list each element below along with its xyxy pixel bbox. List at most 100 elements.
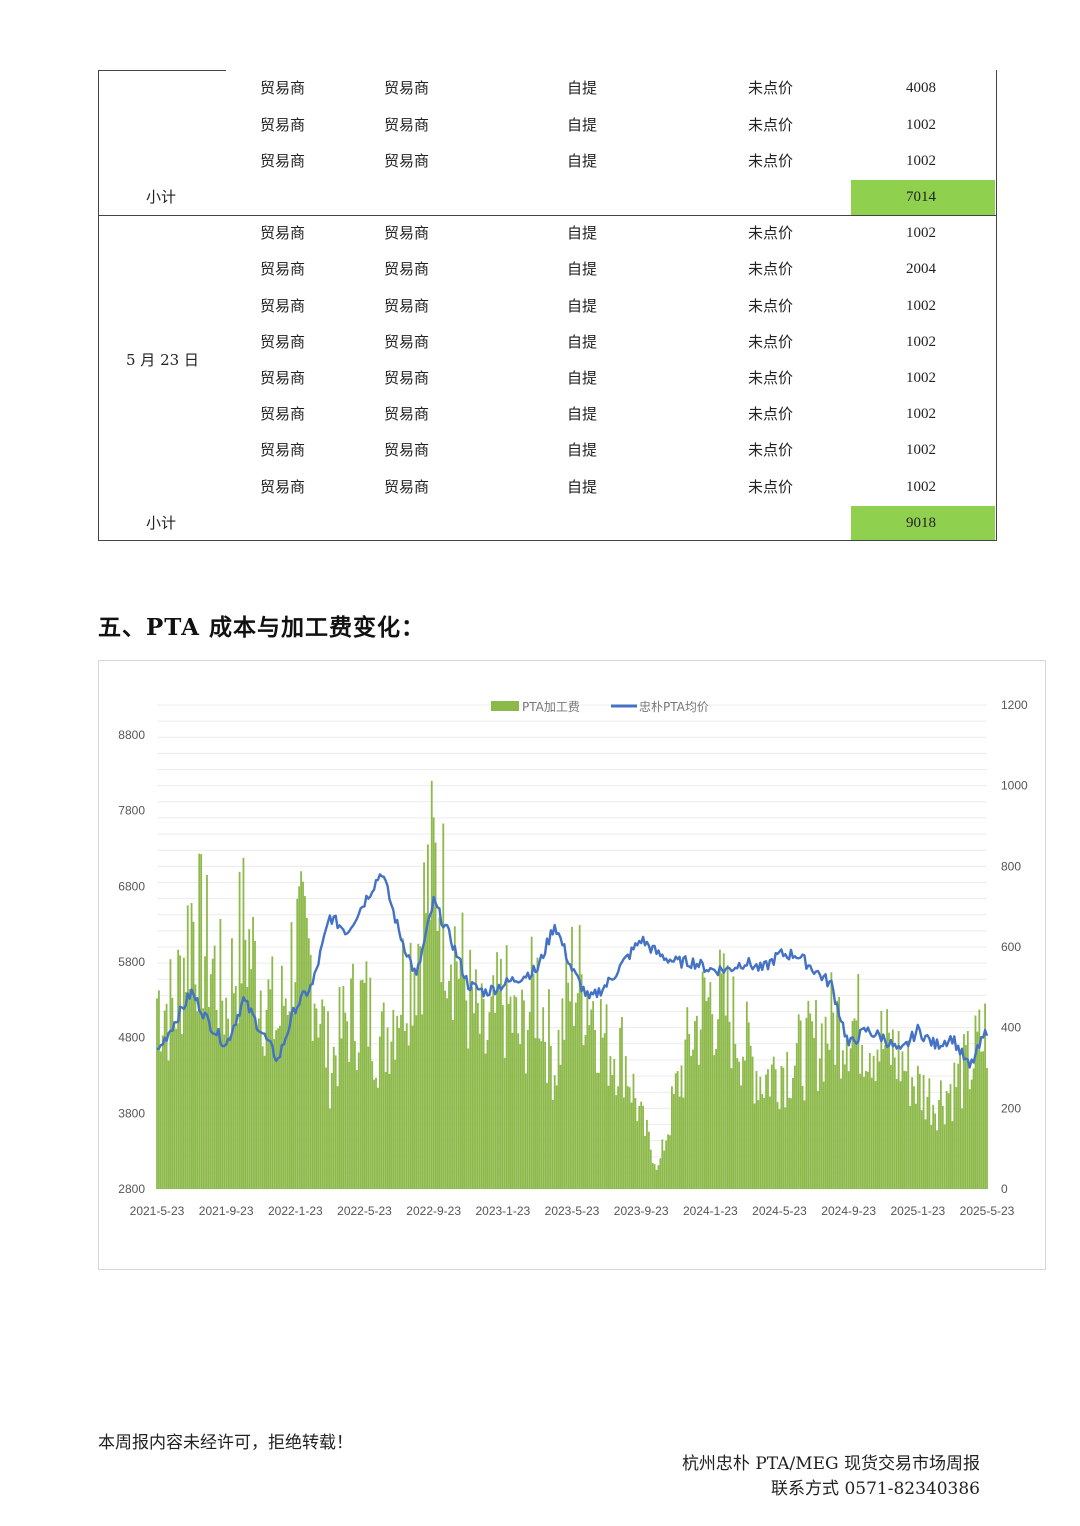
fee-bar [886,1009,888,1189]
fee-bar [311,1041,314,1189]
fee-bar [843,1064,846,1189]
fee-bar [786,1051,789,1189]
fee-bar [584,1035,587,1189]
fee-bar [363,982,366,1189]
fee-bar [884,1044,887,1189]
fee-bar [780,1065,783,1189]
fee-bar [315,1008,318,1189]
fee-bar [688,1033,691,1189]
fee-bar [292,1013,295,1189]
fee-bar [434,842,437,1189]
fee-bar [749,1045,752,1189]
fee-bar [432,817,435,1189]
legend-label-price: 忠朴PTA均价 [639,699,709,714]
fee-bar [165,1003,168,1189]
fee-bar [250,969,253,1189]
fee-bar [524,1073,527,1189]
seller-cell: 贸易商 [384,441,430,459]
fee-bar [757,1100,760,1189]
fee-bar [380,1011,383,1189]
fee-bar [371,1061,374,1189]
fee-bar [507,1003,510,1189]
y-left-tick-label: 6800 [118,879,145,893]
fee-bar [511,1032,514,1189]
fee-bar [519,1044,522,1189]
fee-bar [254,940,256,1189]
fee-bar [436,930,439,1189]
fee-bar [776,1102,779,1189]
fee-bar [770,1064,773,1189]
x-tick-label: 2021-9-23 [199,1204,254,1218]
pricing-cell: 未点价 [748,478,794,496]
buyer-cell: 贸易商 [260,369,306,387]
fee-bar [611,1074,614,1189]
fee-bar [411,1025,414,1189]
fee-bar [319,1023,322,1189]
fee-bar [866,1071,869,1189]
buyer-cell: 贸易商 [260,297,306,315]
buyer-cell: 贸易商 [260,152,306,170]
fee-bar [161,1035,164,1189]
quantity-cell: 1002 [906,117,936,133]
fee-bar [565,953,568,1189]
fee-bar [684,1039,687,1189]
y-right-tick-label: 600 [1001,940,1021,954]
fee-bar [386,1027,389,1189]
fee-bar [428,919,431,1189]
fee-bar [765,1074,767,1189]
table-top-border [98,70,226,71]
pricing-cell: 未点价 [748,441,794,459]
fee-bar [763,1097,766,1189]
y-left-tick-label: 8800 [118,728,145,742]
seller-cell: 贸易商 [384,478,430,496]
delivery-cell: 自提 [567,297,598,315]
fee-bar [659,1158,662,1189]
fee-bar [644,1135,646,1189]
fee-bar [905,1071,908,1189]
fee-bar [382,1002,385,1189]
fee-bar [807,1000,810,1189]
fee-bar [580,974,583,1189]
fee-bar [901,1051,904,1189]
fee-bar [832,1012,835,1189]
fee-bar [271,956,274,1189]
fee-bar [559,1064,562,1189]
fee-bar [924,1119,927,1189]
fee-bar [697,1064,700,1189]
fee-bar [325,1067,327,1189]
seller-cell: 贸易商 [384,405,430,423]
fee-bar [790,1098,792,1189]
fee-bar [636,1121,639,1189]
fee-bar [657,1165,660,1189]
footer-info: 杭州忠朴 PTA/MEG 现货交易市场周报 联系方式 0571-82340386 [682,1452,980,1502]
fee-bar [425,913,427,1189]
fee-bar [563,1039,566,1189]
fee-bar [642,1105,644,1189]
delivery-cell: 自提 [567,152,598,170]
fee-bar [968,1089,971,1189]
fee-bar [592,1001,595,1189]
fee-bar [667,1134,669,1189]
fee-bar [865,1070,867,1189]
fee-bar [970,1079,973,1189]
fee-bar [861,1044,864,1189]
delivery-cell: 自提 [567,441,598,459]
fee-bar [928,1078,931,1189]
fee-bar [204,956,206,1189]
fee-bar [586,990,589,1189]
seller-cell: 贸易商 [384,260,430,278]
fee-bar [882,1049,885,1189]
fee-bar [851,1021,854,1189]
fee-bar [692,1049,694,1189]
fee-bar [703,977,706,1189]
seller-cell: 贸易商 [384,369,430,387]
x-tick-label: 2022-9-23 [406,1204,461,1218]
fee-bar [476,1002,479,1189]
fee-bar [540,1041,543,1189]
quantity-cell: 1002 [906,334,936,350]
y-right-tick-label: 800 [1001,859,1021,873]
fee-bar [244,939,247,1189]
fee-bar [840,1078,842,1189]
fee-bar [329,1108,331,1189]
fee-bar [169,959,172,1189]
